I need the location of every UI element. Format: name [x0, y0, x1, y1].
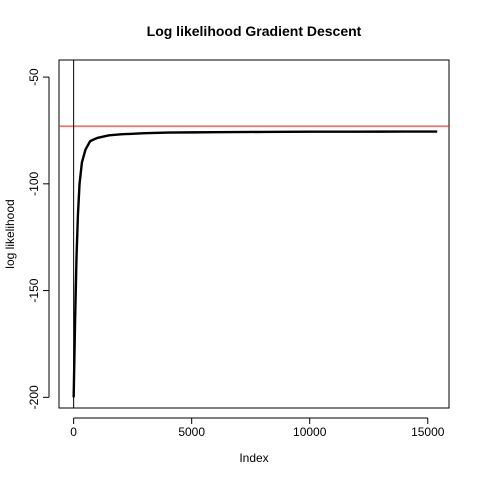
- x-tick-label: 5000: [178, 425, 205, 439]
- x-tick-label: 0: [70, 425, 77, 439]
- x-axis: 0 5000 10000 15000: [70, 417, 445, 439]
- chart-title: Log likelihood Gradient Descent: [147, 23, 362, 39]
- y-tick-label: -100: [27, 172, 41, 196]
- series-line-0: [72, 130, 438, 398]
- y-axis-label: log likelihood: [3, 199, 17, 268]
- y-axis: -200 -150 -100 -50: [27, 68, 50, 409]
- marks-layer: [59, 60, 449, 408]
- x-tick-label: 15000: [411, 425, 445, 439]
- x-axis-label: Index: [239, 451, 268, 465]
- plot-frame: [58, 59, 450, 409]
- y-tick-label: -150: [27, 278, 41, 302]
- y-tick-label: -50: [27, 68, 41, 86]
- x-tick-label: 10000: [293, 425, 327, 439]
- y-tick-label: -200: [27, 385, 41, 409]
